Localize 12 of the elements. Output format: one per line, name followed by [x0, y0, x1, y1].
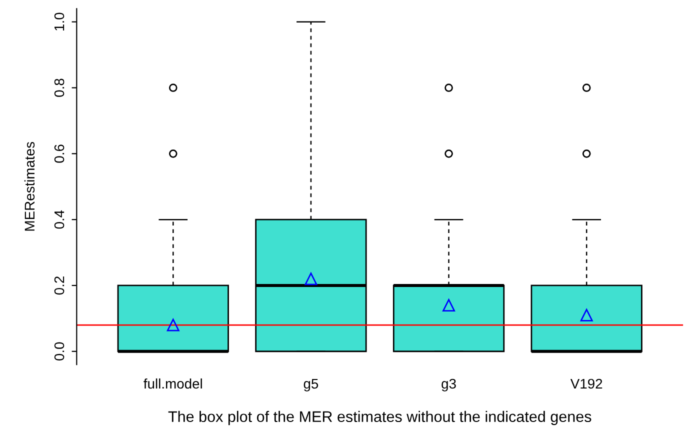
y-axis-title: MERestimates [24, 142, 35, 231]
y-tick-label: 1.0 [54, 12, 64, 30]
x-tick-label: full.model [144, 378, 202, 389]
x-tick-label: V192 [570, 378, 602, 389]
x-tick-label: g3 [442, 378, 456, 392]
y-tick-label: 0.2 [54, 276, 64, 295]
y-tick-label: 0.4 [54, 210, 64, 229]
y-tick-label: 0.6 [54, 144, 64, 163]
y-tick-label: 0.8 [54, 78, 64, 97]
y-tick-label: 0.0 [54, 342, 64, 360]
x-tick-label: g5 [304, 378, 318, 392]
x-axis-title: The box plot of the MER estimates without the indicated genes [168, 410, 592, 426]
